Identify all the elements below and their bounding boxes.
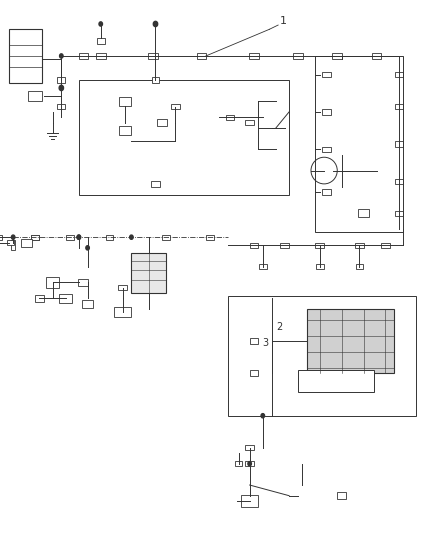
Bar [241, 495, 258, 507]
Circle shape [77, 235, 81, 239]
Bar [307, 309, 394, 373]
Bar [114, 307, 131, 317]
Bar [57, 104, 65, 109]
Ellipse shape [311, 157, 337, 184]
Circle shape [77, 235, 81, 239]
Circle shape [86, 246, 89, 250]
Bar [151, 181, 160, 187]
Text: 3: 3 [263, 338, 269, 349]
Circle shape [99, 22, 102, 26]
Circle shape [60, 54, 63, 58]
Bar [78, 279, 88, 286]
Bar [119, 97, 131, 106]
Bar [59, 294, 72, 303]
Bar [315, 56, 403, 232]
Bar [7, 240, 14, 245]
Bar [79, 80, 289, 195]
Bar [9, 29, 42, 83]
Bar [280, 243, 289, 248]
Bar [118, 285, 127, 290]
Bar [206, 235, 214, 239]
Bar [152, 77, 159, 83]
Bar [228, 296, 416, 416]
Bar [28, 91, 42, 101]
Bar [250, 243, 258, 248]
Bar [97, 38, 105, 44]
Bar [395, 72, 403, 77]
Bar [57, 77, 65, 83]
Circle shape [130, 235, 133, 239]
Circle shape [11, 235, 15, 239]
Bar [0, 235, 2, 240]
Bar [245, 461, 254, 466]
Bar [171, 104, 180, 109]
Bar [245, 445, 254, 450]
Bar [332, 53, 342, 59]
Bar [395, 211, 403, 216]
Bar [197, 53, 206, 59]
Text: 2: 2 [276, 322, 282, 333]
Bar [395, 179, 403, 184]
Bar [245, 120, 254, 125]
Bar [337, 492, 346, 499]
Bar [148, 53, 158, 59]
Bar [82, 300, 93, 308]
Bar [298, 370, 374, 392]
Bar [381, 243, 390, 248]
Bar [250, 338, 258, 344]
Bar [35, 295, 44, 302]
Bar [162, 235, 170, 239]
Bar [372, 53, 381, 59]
Bar [96, 53, 106, 59]
Bar [31, 235, 39, 240]
Bar [131, 253, 166, 293]
Bar [322, 147, 331, 152]
Bar [322, 72, 331, 77]
Bar [106, 235, 113, 239]
Bar [79, 53, 88, 59]
Circle shape [261, 414, 265, 418]
Bar [157, 119, 167, 126]
Circle shape [153, 21, 158, 27]
Text: 1: 1 [280, 16, 287, 26]
Bar [66, 235, 74, 239]
Bar [249, 53, 259, 59]
Bar [119, 126, 131, 135]
Bar [226, 115, 234, 120]
Bar [11, 240, 15, 250]
Bar [31, 235, 39, 239]
Bar [322, 109, 331, 115]
Circle shape [248, 462, 251, 466]
Circle shape [59, 85, 64, 91]
Bar [316, 264, 324, 269]
Bar [21, 238, 32, 246]
Bar [235, 461, 242, 466]
Bar [358, 209, 369, 217]
Bar [395, 141, 403, 147]
Bar [355, 243, 364, 248]
Bar [315, 243, 324, 248]
Bar [250, 370, 258, 376]
Bar [46, 277, 59, 288]
Bar [395, 104, 403, 109]
Bar [259, 264, 267, 269]
Bar [293, 53, 303, 59]
Bar [322, 189, 331, 195]
Bar [356, 264, 363, 269]
